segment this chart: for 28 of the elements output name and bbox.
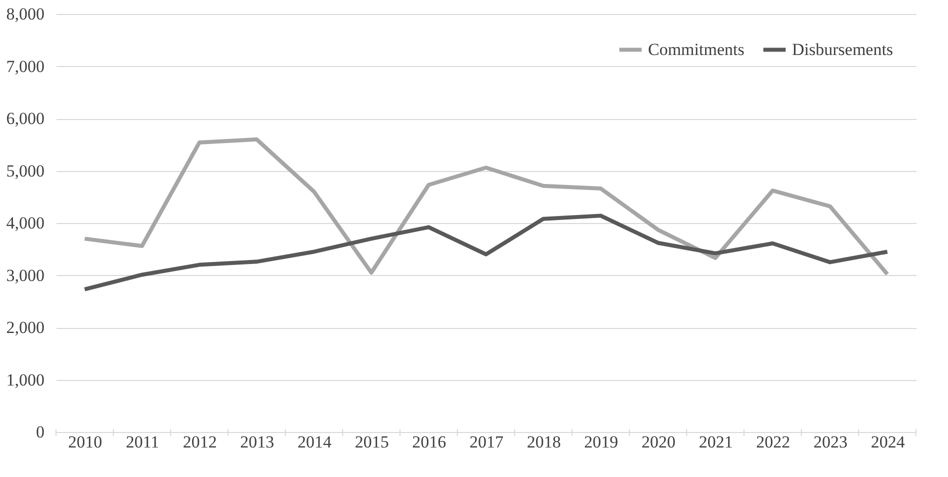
x-tick-label: 2011 [126, 432, 160, 452]
legend-label: Disbursements [792, 40, 894, 59]
y-tick-label: 8,000 [6, 4, 44, 24]
x-tick-label: 2017 [470, 432, 504, 452]
x-tick-label: 2012 [182, 432, 217, 452]
y-tick-label: 4,000 [6, 214, 44, 232]
line-series [82, 214, 890, 292]
y-tick-label: 0 [36, 422, 44, 442]
y-tick-label: 2,000 [6, 318, 44, 337]
x-tick-label: 2020 [642, 432, 676, 452]
line-series [82, 137, 890, 276]
y-tick-label: 6,000 [6, 109, 44, 128]
x-tick-label: 2018 [526, 432, 561, 452]
x-tick-label: 2019 [584, 432, 618, 452]
x-tick-label: 2021 [698, 432, 733, 452]
y-tick-label: 1,000 [6, 370, 44, 390]
y-tick-label: 3,000 [6, 266, 44, 285]
x-tick-label: 2014 [298, 432, 332, 452]
x-tick-label: 2010 [68, 432, 102, 452]
y-tick-label: 7,000 [6, 56, 44, 76]
legend-label: Commitments [648, 40, 744, 59]
x-tick-label: 2024 [870, 432, 906, 452]
x-tick-label: 2015 [354, 432, 389, 452]
x-tick-label: 2013 [240, 432, 274, 452]
x-tick-label: 2023 [814, 432, 848, 452]
y-tick-label: 5,000 [6, 161, 44, 180]
x-tick-label: 2022 [756, 432, 790, 452]
x-tick-label: 2016 [412, 432, 446, 452]
